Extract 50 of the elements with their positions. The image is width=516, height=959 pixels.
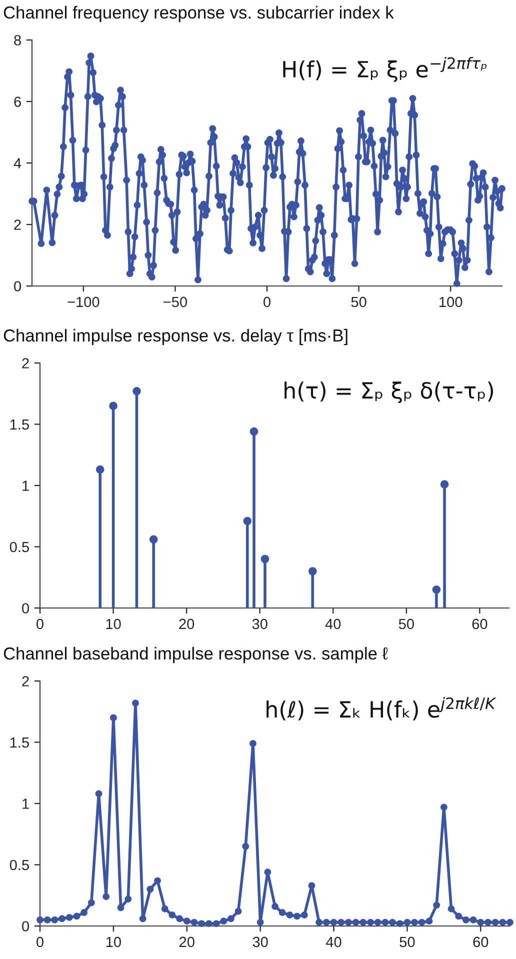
chart-title: Channel impulse response vs. delay τ [ms·B] [4,328,348,346]
point [96,465,104,474]
point [243,516,252,526]
y-tick-label: 4 [14,158,22,168]
x-tick-label: 0 [36,618,44,630]
point [260,554,270,564]
y-tick-label: 2 [22,676,29,686]
x-tick-label: 50 [351,296,366,308]
x-tick-label: 60 [473,936,488,948]
y-tick-label: 1 [22,480,29,491]
x-tick-label: 20 [180,936,194,948]
y-tick-label: 6 [14,96,21,107]
y-tick-label: 2 [14,220,21,230]
point [440,480,449,488]
point [250,427,258,436]
annotation: H(f) = Σₚ ξₚ e$^{−j2πfτₚ}$ [283,56,486,82]
x-tick-label: 40 [325,618,341,630]
x-tick-label: 40 [326,936,342,948]
y-tick-label: 0 [22,603,30,614]
y-tick-label: 1.5 [10,420,29,430]
x-tick-label: 10 [106,618,121,630]
y-tick-label: 8 [14,35,21,46]
chart-title: Channel frequency response vs. subcarrier index k [4,6,394,22]
point [132,387,141,396]
x-tick-label: 0 [264,296,270,308]
chart-title: Channel baseband impulse response vs. sample ℓ [4,646,388,664]
x-tick-label: 50 [400,936,415,948]
x-tick-label: 60 [472,618,488,630]
annotation: h(ℓ) = Σₖ H(fₖ) e$^{j2πkℓ/K}$ [266,697,496,720]
point [149,535,158,544]
y-tick-label: 0.5 [10,860,29,870]
point [308,567,317,576]
x-tick-label: −50 [164,296,187,308]
point [109,402,118,410]
y-tick-label: 2 [22,358,29,368]
y-tick-label: 0.5 [10,542,29,552]
x-tick-label: 50 [398,618,414,630]
x-tick-label: 10 [106,936,121,948]
x-tick-label: −100 [68,296,100,308]
y-tick-label: 1 [22,798,29,809]
x-tick-label: 20 [179,618,194,630]
x-tick-label: 30 [252,618,268,630]
y-tick-label: 1.5 [10,738,29,748]
x-tick-label: 30 [252,936,268,948]
y-tick-label: 0 [14,281,22,292]
annotation: h(τ) = Σₚ ξₚ δ(τ-τₚ) [284,382,494,404]
x-tick-label: 0 [36,936,44,948]
y-tick-label: 0 [22,921,30,932]
x-tick-label: 100 [440,296,462,308]
point [432,585,441,594]
